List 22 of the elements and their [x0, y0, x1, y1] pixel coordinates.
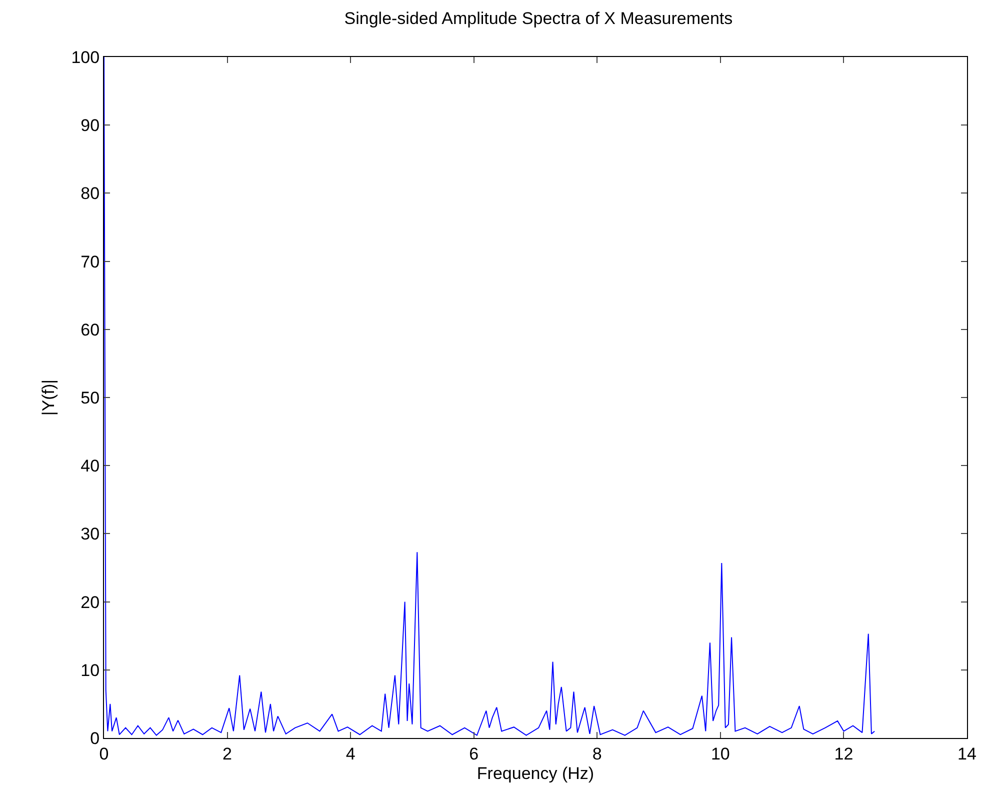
y-tick-label: 40: [80, 456, 100, 476]
y-tick-label: 0: [90, 728, 100, 748]
x-tick-label: 14: [958, 744, 976, 764]
line-series: [104, 57, 876, 736]
x-tick-label: 4: [346, 744, 356, 764]
y-tick-label: 90: [80, 116, 100, 136]
x-axis-title: Frequency (Hz): [476, 764, 594, 783]
y-tick-label: 60: [80, 320, 100, 340]
x-tick-label: 12: [834, 744, 854, 764]
y-tick-label: 80: [80, 184, 100, 204]
chart-title: Single-sided Amplitude Spectra of X Measurements: [344, 9, 733, 28]
x-tick-label: 8: [592, 744, 602, 764]
y-tick-label: 20: [80, 592, 100, 612]
x-tick-label: 2: [222, 744, 232, 764]
x-tick-label: 6: [469, 744, 479, 764]
y-tick-label: 10: [80, 660, 100, 680]
y-tick-label: 30: [80, 524, 100, 544]
y-tick-label: 100: [71, 48, 100, 67]
y-tick-label: 50: [80, 388, 100, 408]
x-tick-label: 10: [710, 744, 730, 764]
y-axis-title: |Y(f)|: [38, 379, 58, 416]
y-tick-label: 70: [80, 252, 100, 272]
